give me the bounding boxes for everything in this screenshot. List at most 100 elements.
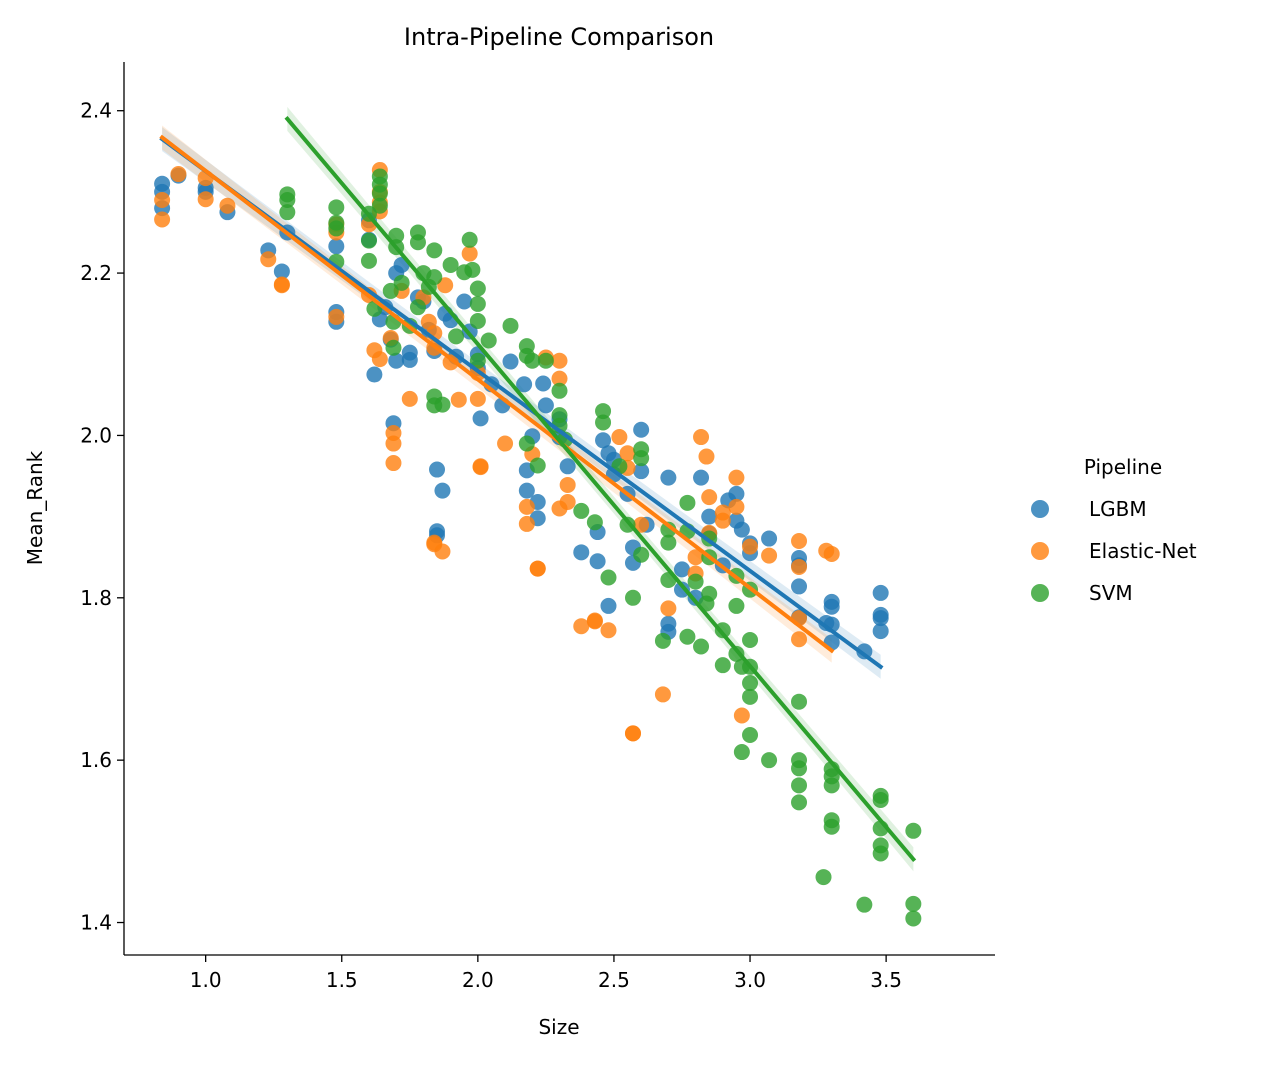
svm-point <box>679 494 696 511</box>
elastic-net-point <box>733 707 750 724</box>
elastic-net-point <box>551 370 568 387</box>
svm-point <box>551 382 568 399</box>
svm-point <box>442 256 459 273</box>
svm-point <box>791 794 808 811</box>
elastic-net-point <box>600 622 617 639</box>
elastic-net-point <box>791 631 808 648</box>
elastic-net-point <box>437 277 454 294</box>
svm-point <box>328 220 345 237</box>
elastic-net-point <box>450 391 467 408</box>
svm-point <box>633 546 650 563</box>
axes <box>123 62 995 956</box>
elastic-net-point <box>529 560 546 577</box>
svm-point <box>687 573 704 590</box>
svm-point <box>537 352 554 369</box>
svm-point <box>823 777 840 794</box>
legend-marker-elastic-net <box>1031 542 1049 560</box>
svm-point <box>595 414 612 431</box>
elastic-net-point <box>518 515 535 532</box>
svm-point <box>679 628 696 645</box>
elastic-net-point <box>624 725 641 742</box>
lgbm-point <box>472 410 489 427</box>
svm-point <box>426 269 443 286</box>
regression-lines <box>159 116 917 863</box>
legend-marker-lgbm <box>1031 500 1049 518</box>
lgbm-point <box>701 508 718 525</box>
lgbm-point <box>872 623 889 640</box>
svm-point <box>600 569 617 586</box>
lgbm-point <box>823 598 840 615</box>
lgbm-point <box>559 458 576 475</box>
elastic-net-point <box>586 613 603 630</box>
elastic-net-point <box>728 498 745 515</box>
svm-point <box>409 234 426 251</box>
chart-title: Intra-Pipeline Comparison <box>404 23 714 51</box>
lgbm-point <box>516 376 533 393</box>
svm-point <box>905 822 922 839</box>
svm-point <box>733 744 750 761</box>
elastic-net-point <box>654 686 671 703</box>
lgbm-point <box>791 578 808 595</box>
legend-label-svm: SVM <box>1089 581 1133 605</box>
elastic-net-point <box>518 498 535 515</box>
svm-point <box>714 657 731 674</box>
lgbm-point <box>537 397 554 414</box>
lgbm-point <box>401 351 418 368</box>
svm-point <box>791 693 808 710</box>
svm-point <box>660 534 677 551</box>
svm-point <box>328 199 345 216</box>
elastic-net-regression-line <box>159 134 835 654</box>
elastic-net-point <box>573 618 590 635</box>
y-tick-label: 2.4 <box>80 99 112 123</box>
elastic-net-point <box>273 277 290 294</box>
svm-point <box>742 688 759 705</box>
svm-point <box>742 632 759 649</box>
elastic-net-point <box>472 459 489 476</box>
elastic-net-point <box>154 192 171 209</box>
lgbm-point <box>633 421 650 438</box>
elastic-net-point <box>823 545 840 562</box>
svm-point <box>654 632 671 649</box>
svm-point <box>761 752 778 769</box>
svm-point <box>586 514 603 531</box>
lgbm-point <box>328 238 345 255</box>
svm-point <box>624 589 641 606</box>
svm-point <box>385 339 402 356</box>
legend-title: Pipeline <box>1084 455 1162 479</box>
svm-point <box>448 328 465 345</box>
svm-point <box>461 231 478 248</box>
y-tick-label: 1.4 <box>80 911 112 935</box>
elastic-net-point <box>633 516 650 533</box>
svm-point <box>469 295 486 312</box>
svm-point <box>660 521 677 538</box>
elastic-net-point <box>385 435 402 452</box>
lgbm-point <box>518 482 535 499</box>
x-tick-label: 3.0 <box>734 968 766 992</box>
svm-point <box>371 197 388 214</box>
svm-point <box>905 910 922 927</box>
elastic-net-point <box>728 469 745 486</box>
svm-point <box>388 227 405 244</box>
svm-point <box>529 457 546 474</box>
y-ticks: 1.4 1.6 1.8 2.0 2.2 2.4 <box>80 99 124 935</box>
svm-point <box>791 760 808 777</box>
elastic-net-point <box>385 455 402 472</box>
y-axis-label: Mean_Rank <box>23 450 47 565</box>
svm-point <box>524 352 541 369</box>
svm-point <box>856 896 873 913</box>
elastic-net-point <box>761 547 778 564</box>
elastic-net-point <box>701 489 718 506</box>
elastic-net-point <box>219 197 236 214</box>
svm-point <box>426 242 443 259</box>
svm-point <box>279 192 296 209</box>
elastic-net-point <box>791 558 808 575</box>
svm-point <box>469 280 486 297</box>
elastic-net-point <box>461 245 478 262</box>
lgbm-point <box>589 553 606 570</box>
svm-point <box>872 845 889 862</box>
svm-point <box>360 232 377 249</box>
elastic-net-point <box>693 429 710 446</box>
svm-point <box>409 299 426 316</box>
elastic-net-point <box>714 512 731 529</box>
